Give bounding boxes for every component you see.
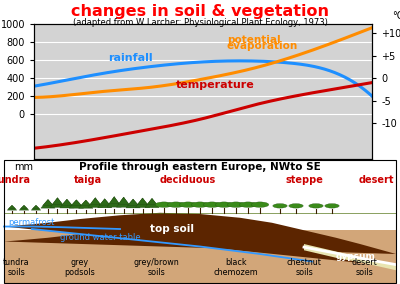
Text: temperature: temperature <box>176 80 255 89</box>
Bar <box>0 0 400 159</box>
Text: chestnut
soils: chestnut soils <box>286 258 322 277</box>
Text: tundra
soils: tundra soils <box>3 258 29 277</box>
Polygon shape <box>135 198 150 208</box>
Text: top soil: top soil <box>150 224 194 234</box>
Polygon shape <box>62 199 72 205</box>
Polygon shape <box>4 213 396 266</box>
Polygon shape <box>50 198 65 208</box>
Circle shape <box>191 202 209 207</box>
Polygon shape <box>69 200 84 208</box>
Text: °C: °C <box>392 11 400 21</box>
Polygon shape <box>99 199 110 205</box>
Polygon shape <box>8 205 16 209</box>
Polygon shape <box>304 244 396 270</box>
Polygon shape <box>60 199 74 208</box>
Polygon shape <box>79 200 93 208</box>
Text: changes in soil & vegetation: changes in soil & vegetation <box>71 4 329 19</box>
Polygon shape <box>19 205 29 210</box>
Polygon shape <box>109 197 120 204</box>
Text: deciduous: deciduous <box>160 175 216 185</box>
Polygon shape <box>98 199 112 208</box>
Polygon shape <box>41 199 55 208</box>
Circle shape <box>273 204 287 208</box>
Bar <box>0 159 400 284</box>
Polygon shape <box>107 197 121 207</box>
Polygon shape <box>146 198 158 205</box>
Text: gypsum: gypsum <box>336 252 376 261</box>
Polygon shape <box>126 199 140 208</box>
Text: rainfall: rainfall <box>108 53 153 62</box>
Text: mm: mm <box>14 162 33 172</box>
Circle shape <box>167 202 185 207</box>
Text: steppe: steppe <box>285 175 323 185</box>
Text: grey
podsols: grey podsols <box>65 258 95 277</box>
Text: taiga: taiga <box>74 175 102 185</box>
Text: permafrost: permafrost <box>8 218 54 227</box>
Polygon shape <box>52 198 63 204</box>
Circle shape <box>203 202 221 207</box>
Circle shape <box>251 202 269 207</box>
Polygon shape <box>128 199 138 205</box>
Bar <box>4 230 396 283</box>
Text: grey/brown
soils: grey/brown soils <box>133 258 179 277</box>
Polygon shape <box>32 205 40 209</box>
Polygon shape <box>90 198 101 204</box>
Text: evaporation: evaporation <box>227 41 298 51</box>
Circle shape <box>179 202 197 207</box>
Polygon shape <box>118 197 129 204</box>
Polygon shape <box>31 205 41 210</box>
Text: black
chemozem: black chemozem <box>214 258 258 277</box>
Polygon shape <box>145 198 159 208</box>
Text: ground water table: ground water table <box>60 233 141 242</box>
Polygon shape <box>71 200 82 206</box>
Circle shape <box>325 204 339 208</box>
Text: desert: desert <box>358 175 394 185</box>
Text: Profile through eastern Europe, NWto SE: Profile through eastern Europe, NWto SE <box>79 162 321 172</box>
Text: potential: potential <box>227 35 280 45</box>
Text: desert
soils: desert soils <box>351 258 377 277</box>
Circle shape <box>289 204 303 208</box>
Polygon shape <box>80 200 91 206</box>
Polygon shape <box>43 199 54 206</box>
Polygon shape <box>7 205 17 210</box>
Text: (adapted from W Larcher: Physiological Plant Ecology, 1973): (adapted from W Larcher: Physiological P… <box>72 18 328 28</box>
Circle shape <box>215 202 233 207</box>
Circle shape <box>239 202 257 207</box>
Text: tundra: tundra <box>0 175 30 185</box>
Polygon shape <box>20 205 28 209</box>
Circle shape <box>309 204 323 208</box>
Polygon shape <box>88 198 102 208</box>
Polygon shape <box>116 197 131 207</box>
Polygon shape <box>137 198 148 205</box>
Circle shape <box>227 202 245 207</box>
Circle shape <box>155 202 173 207</box>
